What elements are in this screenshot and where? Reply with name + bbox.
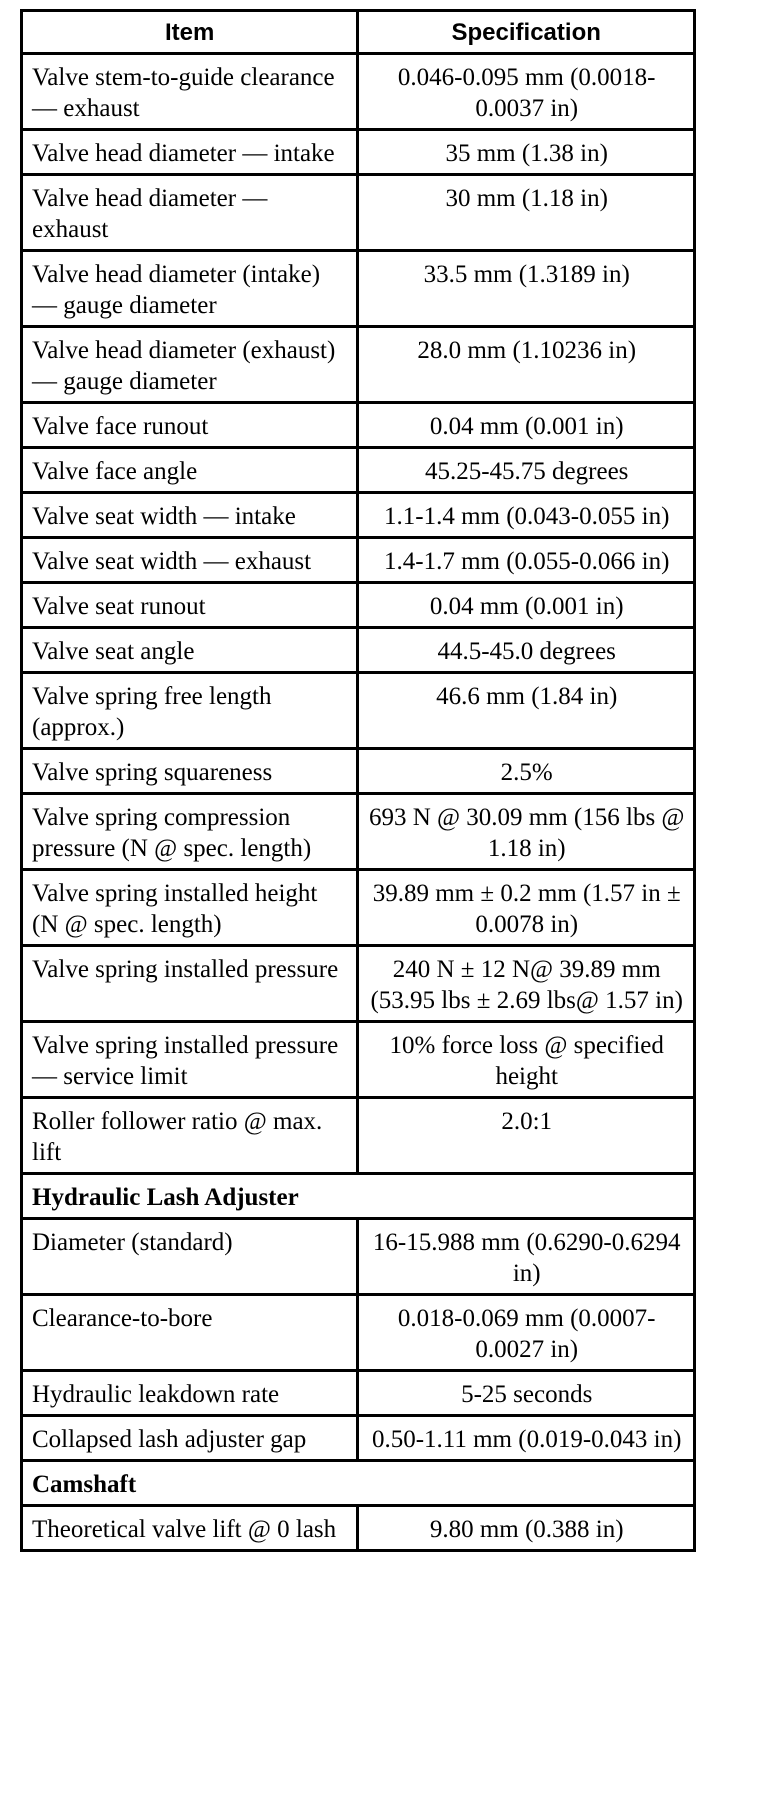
table-row: Valve spring compression pressure (N @ s…: [19, 792, 696, 871]
table-row: Hydraulic leakdown rate 5-25 seconds: [19, 1369, 696, 1417]
item-cell: Valve head diameter (intake) — gauge dia…: [19, 249, 360, 328]
header-specification: Specification: [356, 9, 696, 55]
spec-cell: 5-25 seconds: [356, 1369, 696, 1417]
header-row: Item Specification: [19, 9, 696, 55]
spec-cell: 0.04 mm (0.001 in): [356, 401, 696, 449]
table-row: Valve seat width — exhaust 1.4-1.7 mm (0.…: [19, 536, 696, 584]
item-cell: Valve seat width — intake: [19, 491, 360, 539]
spec-cell: 2.0:1: [356, 1096, 696, 1175]
item-cell: Valve seat angle: [19, 626, 360, 674]
table-row: Diameter (standard) 16-15.988 mm (0.6290-…: [19, 1217, 696, 1296]
item-cell: Valve head diameter — exhaust: [19, 173, 360, 252]
table-row: Valve head diameter — exhaust 30 mm (1.18…: [19, 173, 696, 252]
spec-cell: 35 mm (1.38 in): [356, 128, 696, 176]
spec-cell: 44.5-45.0 degrees: [356, 626, 696, 674]
table-row: Valve face runout 0.04 mm (0.001 in): [19, 401, 696, 449]
table-row: Theoretical valve lift @ 0 lash 9.80 mm (…: [19, 1504, 696, 1552]
spec-cell: 39.89 mm ± 0.2 mm (1.57 in ± 0.0078 in): [356, 868, 696, 947]
spec-cell: 10% force loss @ specified height: [356, 1020, 696, 1099]
item-cell: Valve stem-to-guide clearance — exhaust: [19, 52, 360, 131]
spec-cell: 1.1-1.4 mm (0.043-0.055 in): [356, 491, 696, 539]
spec-cell: 30 mm (1.18 in): [356, 173, 696, 252]
item-cell: Valve seat runout: [19, 581, 360, 629]
item-cell: Theoretical valve lift @ 0 lash: [19, 1504, 360, 1552]
item-cell: Valve spring free length (approx.): [19, 671, 360, 750]
spec-cell: 0.04 mm (0.001 in): [356, 581, 696, 629]
section-row: Camshaft: [20, 1459, 696, 1507]
item-cell: Collapsed lash adjuster gap: [19, 1414, 360, 1462]
item-cell: Valve spring installed pressure — servic…: [19, 1020, 360, 1099]
table-row: Valve spring squareness 2.5%: [19, 747, 696, 795]
table-row: Valve stem-to-guide clearance — exhaust 0…: [19, 52, 696, 131]
spec-cell: 16-15.988 mm (0.6290-0.6294 in): [356, 1217, 696, 1296]
section-title: Camshaft: [20, 1459, 696, 1507]
spec-cell: 2.5%: [356, 747, 696, 795]
table-row: Valve head diameter (exhaust) — gauge di…: [19, 325, 696, 404]
spec-cell: 1.4-1.7 mm (0.055-0.066 in): [356, 536, 696, 584]
spec-cell: 9.80 mm (0.388 in): [356, 1504, 696, 1552]
item-cell: Valve head diameter (exhaust) — gauge di…: [19, 325, 360, 404]
spec-cell: 46.6 mm (1.84 in): [356, 671, 696, 750]
table-row: Clearance-to-bore 0.018-0.069 mm (0.0007-…: [19, 1293, 696, 1372]
item-cell: Valve face runout: [19, 401, 360, 449]
item-cell: Clearance-to-bore: [19, 1293, 360, 1372]
table-row: Valve spring installed height (N @ spec.…: [19, 868, 696, 947]
specification-table: Item Specification Valve stem-to-guide c…: [19, 9, 696, 1552]
table-body: Valve stem-to-guide clearance — exhaust 0…: [19, 52, 696, 1552]
item-cell: Hydraulic leakdown rate: [19, 1369, 360, 1417]
item-cell: Valve spring compression pressure (N @ s…: [19, 792, 360, 871]
item-cell: Roller follower ratio @ max. lift: [19, 1096, 360, 1175]
header-item: Item: [19, 9, 360, 55]
spec-cell: 240 N ± 12 N@ 39.89 mm (53.95 lbs ± 2.69…: [356, 944, 696, 1023]
item-cell: Valve face angle: [19, 446, 360, 494]
spec-cell: 0.046-0.095 mm (0.0018-0.0037 in): [356, 52, 696, 131]
table-row: Collapsed lash adjuster gap 0.50-1.11 mm …: [19, 1414, 696, 1462]
spec-cell: 45.25-45.75 degrees: [356, 446, 696, 494]
table-row: Valve spring free length (approx.) 46.6 m…: [19, 671, 696, 750]
table-row: Valve face angle 45.25-45.75 degrees: [19, 446, 696, 494]
item-cell: Valve spring installed height (N @ spec.…: [19, 868, 360, 947]
item-cell: Valve spring installed pressure: [19, 944, 360, 1023]
spec-cell: 0.50-1.11 mm (0.019-0.043 in): [356, 1414, 696, 1462]
item-cell: Valve seat width — exhaust: [19, 536, 360, 584]
item-cell: Valve head diameter — intake: [19, 128, 360, 176]
spec-cell: 33.5 mm (1.3189 in): [356, 249, 696, 328]
section-title: Hydraulic Lash Adjuster: [20, 1172, 696, 1220]
table-row: Valve seat runout 0.04 mm (0.001 in): [19, 581, 696, 629]
table-row: Valve head diameter (intake) — gauge dia…: [19, 249, 696, 328]
spec-cell: 0.018-0.069 mm (0.0007-0.0027 in): [356, 1293, 696, 1372]
table-row: Valve spring installed pressure — servic…: [19, 1020, 696, 1099]
table-row: Valve head diameter — intake 35 mm (1.38 …: [19, 128, 696, 176]
table-row: Valve seat angle 44.5-45.0 degrees: [19, 626, 696, 674]
spec-cell: 28.0 mm (1.10236 in): [356, 325, 696, 404]
section-row: Hydraulic Lash Adjuster: [20, 1172, 696, 1220]
spec-cell: 693 N @ 30.09 mm (156 lbs @ 1.18 in): [356, 792, 696, 871]
table-row: Valve spring installed pressure 240 N ± 1…: [19, 944, 696, 1023]
item-cell: Valve spring squareness: [19, 747, 360, 795]
table-row: Valve seat width — intake 1.1-1.4 mm (0.0…: [19, 491, 696, 539]
item-cell: Diameter (standard): [19, 1217, 360, 1296]
table-row: Roller follower ratio @ max. lift 2.0:1: [19, 1096, 696, 1175]
